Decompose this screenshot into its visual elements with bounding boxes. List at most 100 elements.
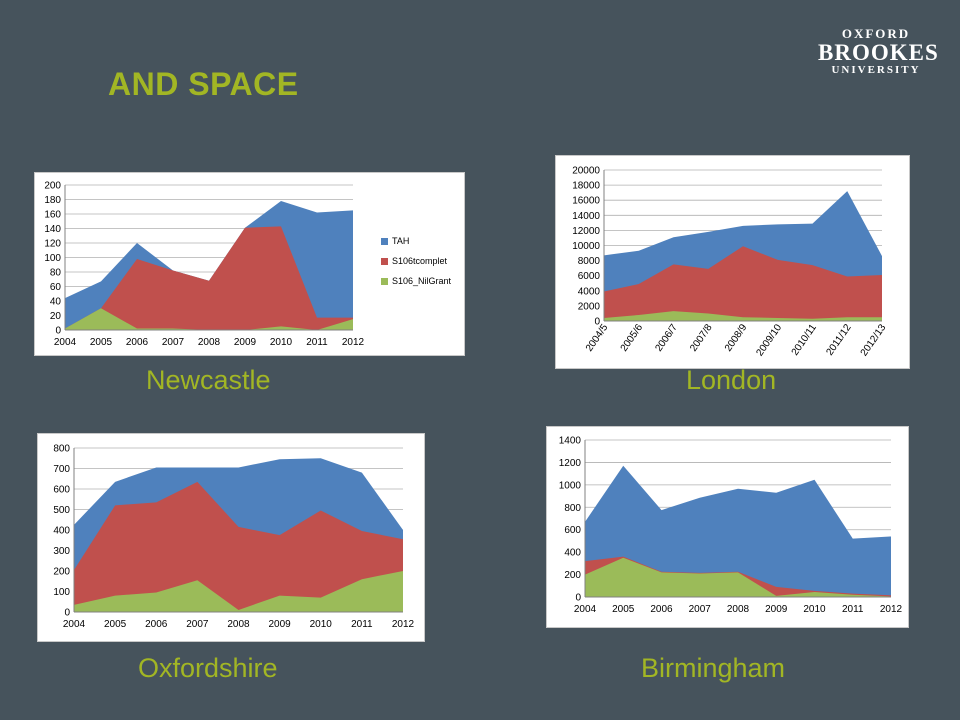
chart-panel-birmingham: 0 200 400 600 800 1000 1200 1400 2004 2005 2006 200… <box>546 426 909 628</box>
x-tick-label: 2004/5 <box>584 322 611 354</box>
x-tick-label: 2010/11 <box>790 322 820 358</box>
y-tick-label: 40 <box>50 297 62 308</box>
caption-newcastle: Newcastle <box>146 365 271 395</box>
caption-oxfordshire: Oxfordshire <box>138 653 278 683</box>
area-s106tcomplet <box>65 226 353 330</box>
x-tick-label: 2011 <box>306 337 328 348</box>
x-tick-label: 2004 <box>54 337 77 348</box>
chart-birmingham: 0 200 400 600 800 1000 1200 1400 2004 2005 2006 200… <box>559 436 903 616</box>
x-tick-label: 2010 <box>803 604 826 615</box>
x-tick-label: 2008 <box>198 337 221 348</box>
area-s106-nilgrant <box>585 557 891 597</box>
legend-label-s106tcomplet: S106tcomplet <box>392 256 448 266</box>
x-tick-label: 2005 <box>104 619 127 630</box>
chart-london: 0 2000 4000 6000 8000 10000 12000 14000 16000 180… <box>572 166 889 359</box>
x-tick-label: 2009 <box>269 619 292 630</box>
x-tick-label: 2009 <box>765 604 788 615</box>
x-tick-label: 2005 <box>90 337 113 348</box>
x-tick-label: 2012/13 <box>859 322 889 358</box>
x-tick-label: 2009 <box>234 337 257 348</box>
y-tick-label: 180 <box>44 195 61 206</box>
y-tick-label: 0 <box>575 593 581 604</box>
y-tick-label: 14000 <box>572 211 600 222</box>
x-tick-label: 2008 <box>227 619 250 630</box>
university-logo: OXFORD BROOKES UNIVERSITY <box>818 26 939 76</box>
y-tick-label: 300 <box>53 546 70 557</box>
y-tick-label: 140 <box>44 224 61 235</box>
y-tick-label: 8000 <box>578 256 601 267</box>
area-s106tcomplet <box>604 246 882 321</box>
caption-london: London <box>686 365 777 395</box>
chart-panel-oxfordshire: 0 100 200 300 400 500 600 700 800 2004 2005 2006 200… <box>37 433 425 642</box>
y-tick-label: 0 <box>594 317 600 328</box>
y-tick-label: 1200 <box>559 458 582 469</box>
y-tick-label: 20000 <box>572 166 600 177</box>
y-tick-label: 18000 <box>572 181 600 192</box>
y-tick-label: 600 <box>53 485 70 496</box>
caption-birmingham: Birmingham <box>641 653 786 683</box>
chart-oxfordshire: 0 100 200 300 400 500 600 700 800 2004 2005 2006 200… <box>53 444 415 631</box>
x-tick-label: 2006/7 <box>653 322 680 354</box>
legend-label-s106-nilgrant: S106_NilGrant <box>392 276 452 286</box>
y-tick-label: 800 <box>564 503 581 514</box>
y-tick-label: 80 <box>50 268 62 279</box>
logo-line-brookes: BROOKES <box>818 40 939 65</box>
x-tick-label: 2006 <box>650 604 673 615</box>
x-tick-label: 2007/8 <box>688 322 715 354</box>
y-tick-label: 160 <box>44 210 61 221</box>
y-tick-label: 400 <box>564 548 581 559</box>
x-tick-label: 2004 <box>574 604 597 615</box>
y-tick-label: 100 <box>44 253 61 264</box>
y-tick-label: 6000 <box>578 271 601 282</box>
y-tick-label: 200 <box>44 181 61 192</box>
x-tick-label: 2011 <box>842 604 864 615</box>
x-tick-label: 2011/12 <box>824 322 854 358</box>
legend-swatch-s106-nilgrant <box>381 278 388 285</box>
y-tick-label: 200 <box>564 570 581 581</box>
y-tick-label: 600 <box>564 525 581 536</box>
x-tick-label: 2012 <box>880 604 903 615</box>
area-s106-nilgrant <box>74 571 403 612</box>
x-tick-label: 2012 <box>342 337 365 348</box>
y-tick-label: 0 <box>55 326 61 337</box>
y-tick-label: 800 <box>53 444 70 455</box>
y-tick-label: 100 <box>53 587 70 598</box>
y-tick-label: 16000 <box>572 196 600 207</box>
y-tick-label: 120 <box>44 239 61 250</box>
y-tick-label: 0 <box>64 608 70 619</box>
slide-title: AND SPACE <box>108 66 299 102</box>
y-tick-label: 60 <box>50 282 62 293</box>
y-tick-label: 12000 <box>572 226 600 237</box>
x-tick-label: 2006 <box>126 337 149 348</box>
y-tick-label: 10000 <box>572 241 600 252</box>
logo-line-university: UNIVERSITY <box>831 64 921 76</box>
area-s106-nilgrant <box>604 311 882 321</box>
chart-panel-london: 0 2000 4000 6000 8000 10000 12000 14000 16000 180… <box>555 155 910 369</box>
area-s106-nilgrant <box>65 308 353 330</box>
x-tick-label: 2008 <box>727 604 750 615</box>
y-tick-label: 400 <box>53 526 70 537</box>
x-tick-label: 2005/6 <box>619 322 646 354</box>
x-tick-label: 2012 <box>392 619 415 630</box>
chart-newcastle: 0 20 40 60 80 100 120 140 160 180 200 2004 2005 2006 2… <box>44 181 452 349</box>
y-tick-label: 20 <box>50 311 62 322</box>
y-tick-label: 200 <box>53 567 70 578</box>
logo-line-oxford: OXFORD <box>841 26 911 41</box>
x-tick-label: 2010 <box>310 619 333 630</box>
area-tah <box>585 465 891 597</box>
y-tick-label: 4000 <box>578 286 601 297</box>
x-tick-label: 2004 <box>63 619 86 630</box>
y-tick-label: 1400 <box>559 436 582 447</box>
x-tick-label: 2007 <box>186 619 209 630</box>
y-tick-label: 1000 <box>559 480 582 491</box>
y-tick-label: 2000 <box>578 301 601 312</box>
x-tick-label: 2006 <box>145 619 168 630</box>
x-tick-label: 2008/9 <box>723 322 750 354</box>
x-tick-label: 2010 <box>270 337 293 348</box>
legend-label-tah: TAH <box>392 236 409 246</box>
y-tick-label: 700 <box>53 464 70 475</box>
legend-swatch-s106tcomplet <box>381 258 388 265</box>
x-tick-label: 2007 <box>689 604 712 615</box>
legend-swatch-tah <box>381 238 388 245</box>
chart-panel-newcastle: 0 20 40 60 80 100 120 140 160 180 200 2004 2005 2006 2… <box>34 172 465 356</box>
